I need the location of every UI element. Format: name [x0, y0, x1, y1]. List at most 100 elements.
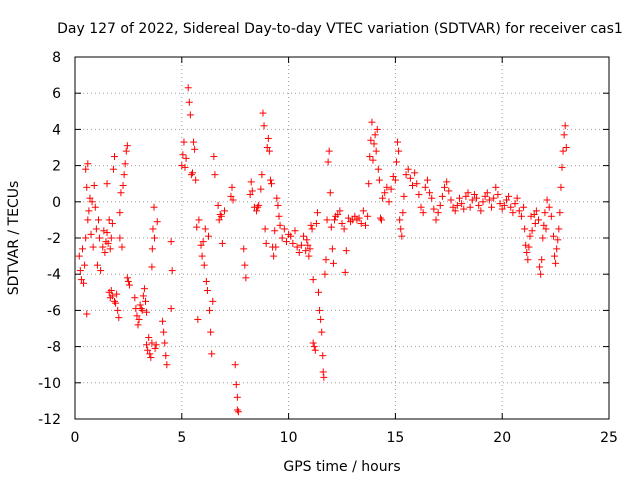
data-point — [313, 209, 321, 217]
data-point — [152, 341, 160, 349]
data-point — [357, 220, 365, 228]
data-point — [240, 245, 248, 253]
data-point — [199, 238, 207, 246]
data-point — [185, 98, 193, 106]
data-point — [524, 256, 532, 264]
data-point — [287, 232, 295, 240]
data-point — [509, 209, 517, 217]
data-point — [76, 267, 84, 275]
data-point — [398, 232, 406, 240]
data-point — [124, 277, 132, 285]
data-point — [394, 138, 402, 146]
data-point — [436, 201, 444, 209]
data-point — [557, 183, 565, 191]
data-point — [404, 165, 412, 173]
data-point — [188, 169, 196, 177]
data-points — [75, 84, 570, 416]
data-point — [309, 276, 317, 284]
data-point — [153, 218, 161, 226]
data-point — [319, 352, 327, 360]
data-point — [399, 209, 407, 217]
data-point — [483, 189, 491, 197]
data-point — [186, 111, 194, 119]
data-point — [543, 196, 551, 204]
data-point — [120, 171, 128, 179]
data-point — [93, 261, 101, 269]
y-tick-label: -10 — [38, 376, 61, 392]
data-point — [319, 368, 327, 376]
data-point — [389, 172, 397, 180]
data-point — [83, 310, 91, 318]
data-point — [434, 209, 442, 217]
data-point — [135, 315, 143, 323]
data-point — [370, 140, 378, 148]
data-point — [148, 263, 156, 271]
data-point — [477, 207, 485, 215]
data-point — [340, 225, 348, 233]
data-point — [351, 212, 359, 220]
data-point — [396, 216, 404, 224]
data-point — [75, 252, 83, 260]
data-point — [320, 373, 328, 381]
data-point — [195, 216, 203, 224]
data-point — [376, 214, 384, 222]
data-point — [246, 191, 254, 199]
data-point — [552, 259, 560, 267]
data-point — [107, 286, 115, 294]
data-point — [97, 267, 105, 275]
data-point — [342, 247, 350, 255]
data-point — [109, 165, 117, 173]
data-point — [87, 230, 95, 238]
data-point — [537, 270, 545, 278]
data-point — [369, 156, 377, 164]
data-point — [80, 279, 88, 287]
data-point — [528, 227, 536, 235]
data-point — [485, 196, 493, 204]
data-point — [336, 207, 344, 215]
data-point — [122, 147, 130, 155]
data-point — [423, 176, 431, 184]
data-point — [193, 223, 201, 231]
data-point — [451, 207, 459, 215]
y-tick-label: 6 — [52, 86, 61, 102]
data-point — [324, 158, 332, 166]
data-point — [275, 212, 283, 220]
data-point — [460, 205, 468, 213]
data-point — [104, 239, 112, 247]
data-point — [303, 236, 311, 244]
data-point — [402, 171, 410, 179]
data-point — [554, 236, 562, 244]
data-point — [148, 339, 156, 347]
data-point — [255, 201, 263, 209]
data-point — [560, 131, 568, 139]
data-point — [99, 243, 107, 251]
data-point — [428, 194, 436, 202]
data-point — [470, 191, 478, 199]
data-point — [253, 207, 261, 215]
data-point — [419, 209, 427, 217]
data-point — [316, 306, 324, 314]
data-point — [555, 225, 563, 233]
data-point — [327, 223, 335, 231]
data-point — [426, 189, 434, 197]
data-point — [373, 125, 381, 133]
data-point — [133, 312, 141, 320]
data-point — [151, 344, 159, 352]
data-point — [536, 263, 544, 271]
data-point — [318, 328, 326, 336]
data-point — [364, 212, 372, 220]
x-tick-label: 5 — [177, 430, 186, 446]
data-point — [481, 192, 489, 200]
data-point — [147, 353, 155, 361]
data-point — [306, 245, 314, 253]
data-point — [200, 261, 208, 269]
data-point — [83, 183, 91, 191]
data-point — [535, 216, 543, 224]
data-point — [190, 138, 198, 146]
data-point — [341, 268, 349, 276]
data-point — [282, 238, 290, 246]
data-point — [146, 350, 154, 358]
data-point — [149, 225, 157, 233]
x-tick-label: 0 — [71, 430, 80, 446]
data-point — [562, 144, 570, 151]
